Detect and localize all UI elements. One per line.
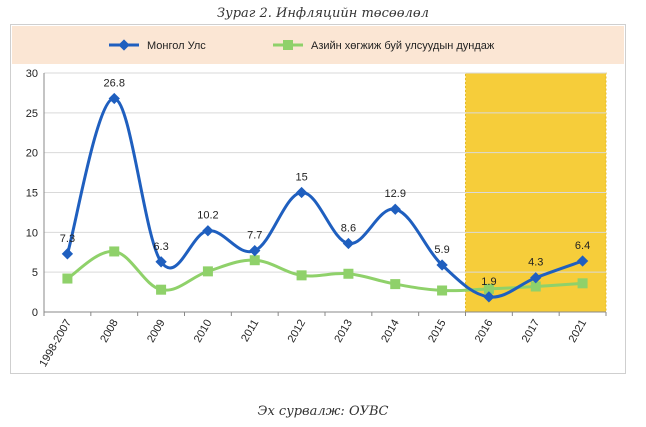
x-tick-label: 2014 — [379, 318, 402, 345]
x-tick-label: 2011 — [239, 318, 261, 344]
asia-point — [343, 268, 354, 279]
legend-item-mongolia: Монгол Улс — [109, 39, 206, 52]
data-label: 8.6 — [341, 222, 356, 234]
x-tick-label: 2008 — [98, 318, 121, 345]
y-tick-label: 25 — [26, 108, 38, 120]
data-label: 7.3 — [60, 233, 75, 245]
x-tick-label: 1998-2007 — [37, 318, 74, 370]
asia-point — [296, 270, 307, 281]
figure-title: Зураг 2. Инфляцийн төсөөлөл — [217, 6, 429, 21]
legend-label-asia: Азийн хөгжиж буй улсуудын дундаж — [311, 40, 495, 52]
mongolia-point — [295, 186, 308, 199]
x-tick-label: 2009 — [145, 318, 168, 345]
x-tick-label: 2021 — [567, 318, 590, 345]
x-tick-label: 2010 — [192, 318, 215, 345]
x-tick-label: 2017 — [520, 318, 543, 345]
asia-point — [437, 285, 448, 296]
asia-point — [109, 246, 120, 257]
asia-point — [202, 266, 213, 277]
legend-marker-asia — [283, 40, 293, 50]
asia-point — [249, 255, 260, 266]
data-label: 6.4 — [575, 240, 590, 252]
y-tick-label: 15 — [26, 188, 38, 200]
data-label: 7.7 — [247, 230, 262, 242]
legend-label-mongolia: Монгол Улс — [147, 40, 206, 52]
mongolia-point — [249, 244, 261, 257]
plot-area: 0 5 10 15 20 25 30 1998-2007 2008 2009 2010 2011 201… — [26, 68, 607, 370]
asia-point — [530, 281, 541, 292]
y-tick-label: 30 — [26, 68, 38, 80]
legend-item-asia: Азийн хөгжиж буй улсуудын дундаж — [273, 40, 495, 52]
mongolia-point — [61, 248, 74, 260]
y-tick-label: 5 — [32, 267, 38, 279]
inflation-chart: Монгол Улс Азийн хөгжиж буй улсуудын дун… — [12, 26, 624, 370]
asia-point — [577, 278, 588, 289]
mongolia-point — [436, 259, 448, 271]
data-label: 1.9 — [481, 276, 496, 288]
mongolia-point — [202, 225, 214, 237]
mongolia-point — [530, 272, 542, 284]
x-tick-label: 2013 — [332, 318, 355, 345]
data-label: 10.2 — [197, 210, 218, 222]
data-label: 6.3 — [153, 241, 168, 253]
asia-point — [390, 279, 401, 290]
data-label: 4.3 — [528, 257, 543, 269]
chart-frame: Монгол Улс Азийн хөгжиж буй улсуудын дун… — [10, 24, 626, 374]
y-tick-label: 0 — [32, 307, 38, 319]
mongolia-point — [576, 255, 589, 267]
data-label: 12.9 — [385, 188, 406, 200]
mongolia-point — [483, 291, 495, 303]
y-tick-label: 20 — [26, 148, 38, 160]
mongolia-point — [155, 256, 167, 268]
asia-point — [62, 273, 73, 284]
series-line-mongolia — [65, 96, 584, 299]
data-label: 5.9 — [434, 244, 449, 256]
mongolia-point — [389, 203, 401, 215]
data-label: 26.8 — [104, 77, 125, 89]
source-note: Эх сурвалж: ОУВС — [257, 404, 389, 419]
asia-point — [483, 283, 494, 294]
x-tick-label: 2016 — [473, 318, 496, 345]
asia-point — [156, 284, 167, 295]
x-tick-label: 2015 — [426, 318, 449, 345]
x-tick-label: 2012 — [286, 318, 309, 345]
mongolia-point — [342, 237, 355, 250]
data-label: 15 — [295, 172, 307, 184]
y-tick-label: 10 — [26, 227, 38, 239]
